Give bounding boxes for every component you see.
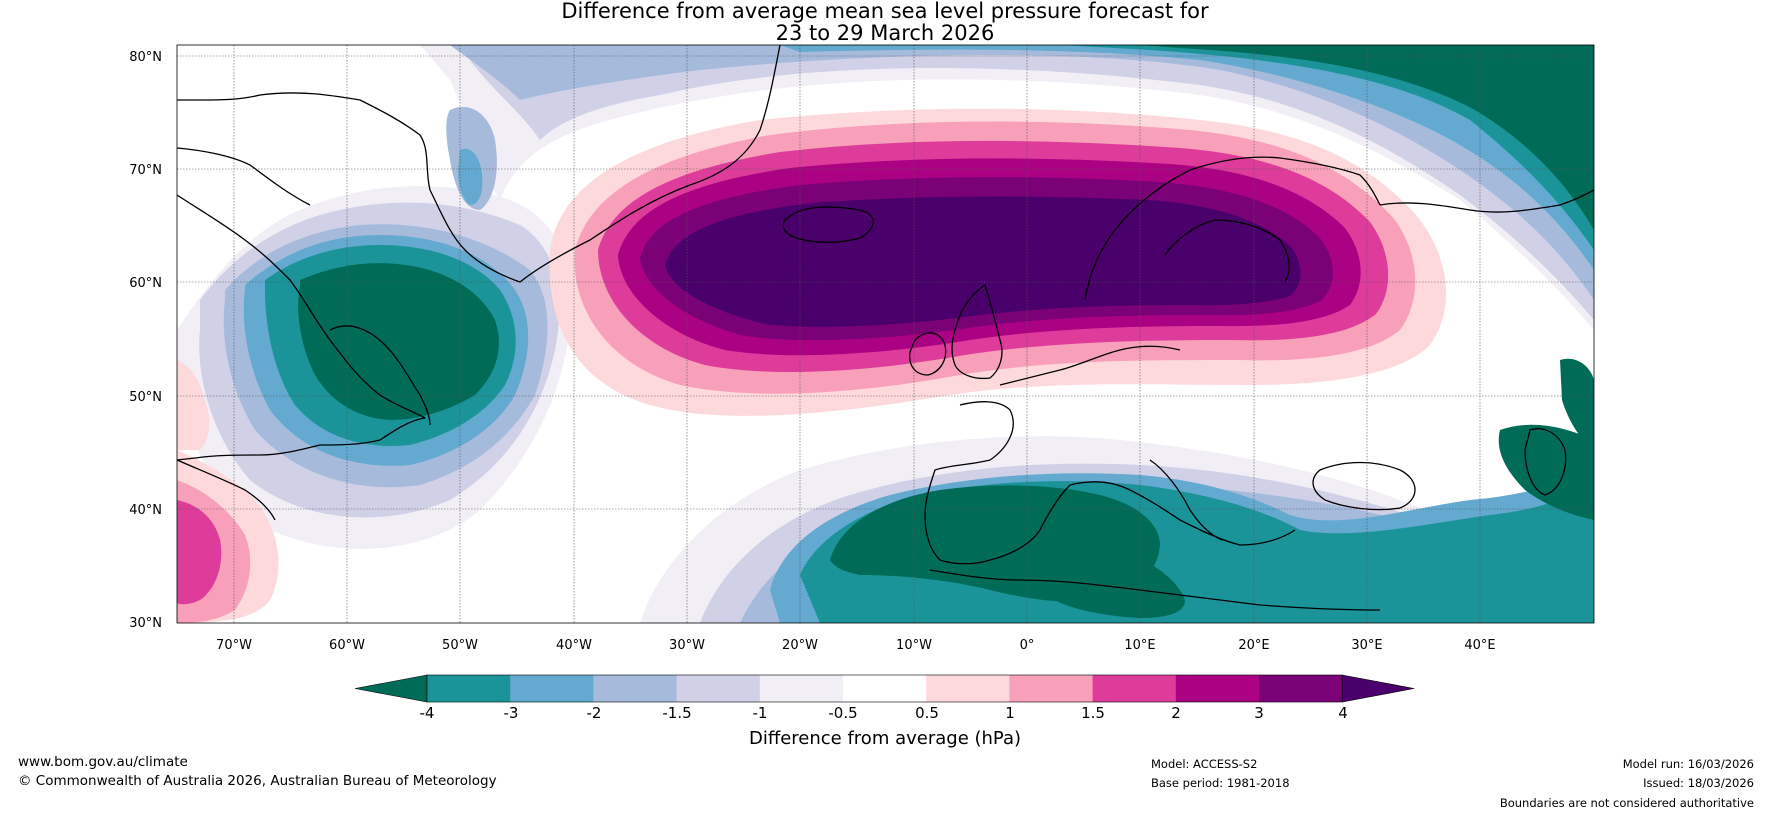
longitude-labels: 70°W 60°W 50°W 40°W 30°W 20°W 10°W 0° 10… bbox=[216, 638, 1496, 653]
lon-label: 0° bbox=[1020, 638, 1035, 653]
colorbar-frame bbox=[426, 674, 1343, 703]
colorbar-segment bbox=[1259, 675, 1343, 702]
footer-website: www.bom.gov.au/climate bbox=[18, 754, 188, 770]
lon-label: 60°W bbox=[329, 638, 365, 653]
footer-base-period: Base period: 1981-2018 bbox=[1151, 776, 1290, 790]
colorbar-extension-low bbox=[354, 674, 428, 703]
lon-label: 50°W bbox=[442, 638, 478, 653]
colorbar-segment bbox=[1092, 675, 1177, 702]
colorbar-segment bbox=[843, 675, 927, 702]
map-title-line1: Difference from average mean sea level p… bbox=[561, 0, 1209, 23]
lat-label: 50°N bbox=[129, 390, 162, 405]
colorbar-tick-label: -3 bbox=[504, 704, 519, 722]
colorbar-tick-label: 2 bbox=[1171, 704, 1181, 722]
footer-issued: Issued: 18/03/2026 bbox=[1643, 776, 1754, 790]
map-gridlines bbox=[177, 45, 1594, 623]
colorbar-segment bbox=[676, 675, 761, 702]
lon-label: 40°E bbox=[1464, 638, 1495, 653]
lon-label: 10°W bbox=[896, 638, 932, 653]
lon-label: 20°W bbox=[782, 638, 818, 653]
colorbar-ticks: -4 -3 -2 -1.5 -1 -0.5 0.5 1 1.5 2 3 4 bbox=[420, 704, 1348, 722]
colorbar-segment bbox=[593, 675, 678, 702]
lat-label: 80°N bbox=[129, 50, 162, 65]
colorbar-segment bbox=[1009, 675, 1094, 702]
colorbar-tick-label: -0.5 bbox=[828, 704, 857, 722]
colorbar-tick-label: -4 bbox=[420, 704, 435, 722]
colorbar-segment bbox=[759, 675, 844, 702]
lon-label: 30°W bbox=[669, 638, 705, 653]
lat-label: 60°N bbox=[129, 276, 162, 291]
colorbar-tick-label: -1.5 bbox=[662, 704, 691, 722]
map-frame bbox=[176, 44, 1595, 624]
colorbar-segment bbox=[510, 675, 594, 702]
coastlines bbox=[177, 45, 1594, 611]
footer-model-run: Model run: 16/03/2026 bbox=[1622, 757, 1754, 771]
footer-copyright: © Commonwealth of Australia 2026, Austra… bbox=[18, 773, 497, 789]
lon-label: 30°E bbox=[1351, 638, 1382, 653]
latitude-labels: 80°N 70°N 60°N 50°N 40°N 30°N bbox=[129, 50, 162, 631]
lat-label: 70°N bbox=[129, 163, 162, 178]
lat-label: 40°N bbox=[129, 503, 162, 518]
map-title-line2: 23 to 29 March 2026 bbox=[775, 21, 995, 45]
colorbar-tick-label: 4 bbox=[1338, 704, 1348, 722]
lon-label: 10°E bbox=[1124, 638, 1155, 653]
colorbar bbox=[354, 674, 1415, 703]
lat-label: 30°N bbox=[129, 616, 162, 631]
colorbar-extension-high bbox=[1341, 674, 1415, 703]
lon-label: 70°W bbox=[216, 638, 252, 653]
colorbar-segment bbox=[427, 675, 511, 702]
colorbar-tick-label: -2 bbox=[587, 704, 602, 722]
footer-model: Model: ACCESS-S2 bbox=[1151, 757, 1258, 771]
lon-label: 20°E bbox=[1238, 638, 1269, 653]
colorbar-tick-label: 1 bbox=[1005, 704, 1015, 722]
pressure-anomaly-field bbox=[177, 45, 1594, 623]
colorbar-tick-label: 1.5 bbox=[1081, 704, 1105, 722]
colorbar-segment bbox=[1175, 675, 1260, 702]
colorbar-label: Difference from average (hPa) bbox=[748, 728, 1022, 749]
lon-label: 40°W bbox=[556, 638, 592, 653]
colorbar-segment bbox=[926, 675, 1010, 702]
colorbar-tick-label: 0.5 bbox=[915, 704, 939, 722]
colorbar-tick-label: 3 bbox=[1254, 704, 1264, 722]
footer-disclaimer: Boundaries are not considered authoritat… bbox=[1499, 796, 1754, 810]
colorbar-tick-label: -1 bbox=[753, 704, 768, 722]
